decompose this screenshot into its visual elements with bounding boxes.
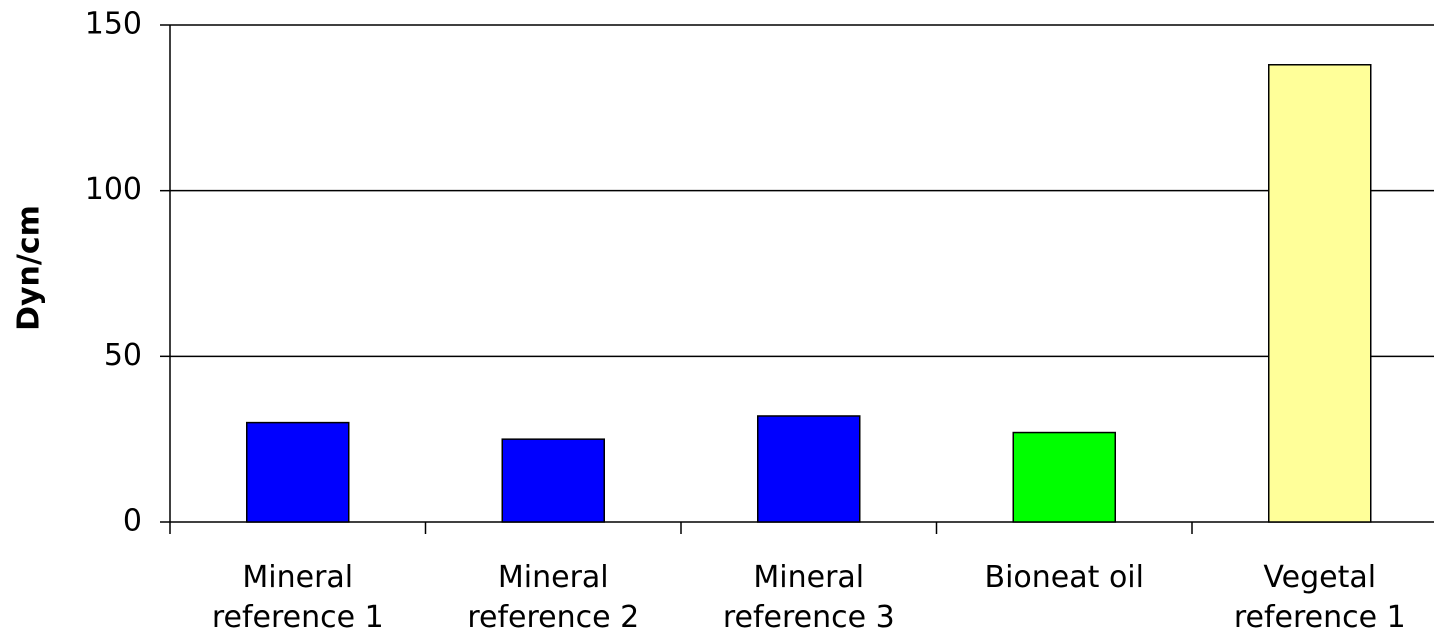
y-tick-label: 0 xyxy=(123,504,142,539)
x-tick-label: Bioneat oil xyxy=(984,560,1144,595)
bar xyxy=(757,415,861,523)
x-tick-label: Mineral reference 3 xyxy=(722,560,895,635)
bar xyxy=(501,438,605,523)
y-tick-label: 50 xyxy=(104,338,142,373)
bar xyxy=(1012,431,1116,523)
bar xyxy=(1268,64,1372,523)
bar xyxy=(246,421,350,523)
x-tick-label: Vegetal reference 1 xyxy=(1233,560,1406,635)
y-tick-label: 150 xyxy=(85,7,142,42)
y-tick-label: 100 xyxy=(85,172,142,207)
y-axis-label: Dyn/cm xyxy=(12,205,47,331)
x-tick-label: Mineral reference 2 xyxy=(467,560,640,635)
x-tick-label: Mineral reference 1 xyxy=(211,560,384,635)
